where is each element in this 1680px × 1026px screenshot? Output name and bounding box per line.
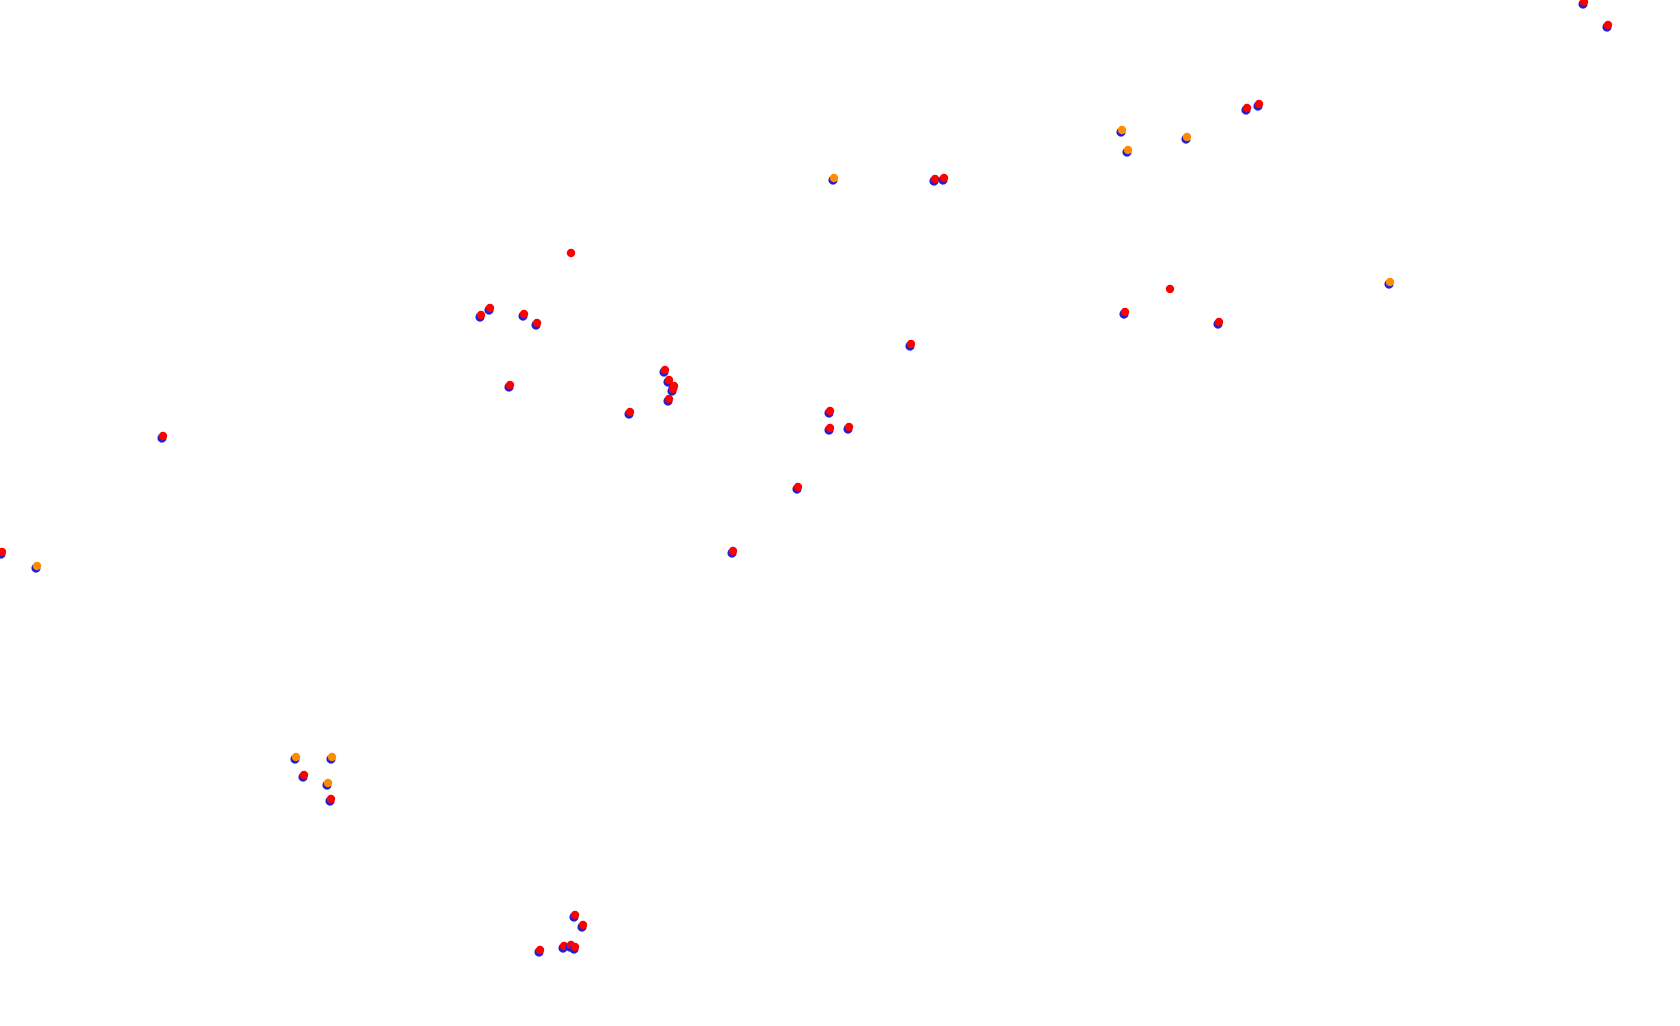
marker-17: [1213, 317, 1224, 329]
marker-dot: [825, 423, 835, 433]
marker-18: [1384, 277, 1395, 289]
marker-30: [157, 431, 168, 443]
marker-32: [727, 546, 738, 558]
marker-5: [1241, 103, 1252, 115]
marker-dot: [1117, 125, 1127, 135]
marker-13: [518, 309, 529, 321]
marker-dot: [505, 380, 515, 390]
marker-dot: [570, 942, 580, 952]
marker-dot: [844, 422, 854, 432]
marker-dot: [532, 318, 542, 328]
marker-dot: [668, 384, 678, 394]
marker-dot: [299, 770, 309, 780]
marker-7: [828, 173, 839, 185]
marker-36: [326, 752, 337, 764]
marker-dot: [664, 394, 674, 404]
marker-dot: [1165, 284, 1175, 294]
marker-dot: [939, 173, 949, 183]
marker-45: [534, 945, 545, 957]
marker-dot: [728, 546, 738, 556]
marker-34: [31, 561, 42, 573]
marker-8: [929, 174, 940, 186]
marker-2: [1116, 125, 1127, 137]
marker-14: [531, 318, 542, 330]
marker-27: [824, 406, 835, 418]
marker-dot: [1579, 0, 1589, 7]
marker-dot: [158, 431, 168, 441]
marker-dot: [1254, 99, 1264, 109]
marker-28: [824, 423, 835, 435]
marker-dot: [570, 910, 580, 920]
marker-15: [1119, 307, 1130, 319]
marker-dot: [1182, 132, 1192, 142]
marker-dot: [291, 752, 301, 762]
marker-dot: [326, 794, 336, 804]
marker-dot: [578, 920, 588, 930]
marker-dot: [566, 248, 576, 258]
marker-11: [475, 310, 486, 322]
marker-dot: [535, 945, 545, 955]
marker-dot: [1123, 145, 1133, 155]
marker-10: [566, 248, 576, 258]
marker-12: [484, 303, 495, 315]
marker-31: [792, 482, 803, 494]
marker-24: [667, 384, 678, 396]
marker-37: [298, 770, 309, 782]
marker-3: [1181, 132, 1192, 144]
marker-dot: [625, 407, 635, 417]
marker-dot: [829, 173, 839, 183]
marker-35: [290, 752, 301, 764]
marker-dot: [660, 365, 670, 375]
marker-0: [1578, 0, 1589, 9]
marker-dot: [485, 303, 495, 313]
marker-dot: [323, 778, 333, 788]
marker-41: [577, 920, 588, 932]
marker-26: [624, 407, 635, 419]
marker-dot: [1242, 103, 1252, 113]
marker-19: [905, 339, 916, 351]
marker-29: [843, 422, 854, 434]
marker-dot: [793, 482, 803, 492]
marker-21: [659, 365, 670, 377]
marker-dot: [1214, 317, 1224, 327]
marker-44: [569, 942, 580, 954]
marker-dot: [476, 310, 486, 320]
marker-dot: [906, 339, 916, 349]
marker-layer: [0, 0, 1613, 957]
marker-dot: [327, 752, 337, 762]
marker-1: [1602, 20, 1613, 32]
marker-9: [938, 173, 949, 185]
marker-dot: [1385, 277, 1395, 287]
marker-38: [322, 778, 333, 790]
marker-40: [569, 910, 580, 922]
marker-4: [1122, 145, 1133, 157]
marker-dot: [32, 561, 42, 571]
marker-39: [325, 794, 336, 806]
marker-33: [0, 547, 7, 559]
marker-dot: [825, 406, 835, 416]
marker-dot: [519, 309, 529, 319]
marker-dot: [1120, 307, 1130, 317]
marker-20: [504, 380, 515, 392]
marker-6: [1253, 99, 1264, 111]
marker-25: [663, 394, 674, 406]
marker-dot: [930, 174, 940, 184]
marker-dot: [0, 547, 7, 557]
marker-16: [1165, 284, 1175, 294]
marker-dot: [664, 375, 674, 385]
marker-dot: [1603, 20, 1613, 30]
